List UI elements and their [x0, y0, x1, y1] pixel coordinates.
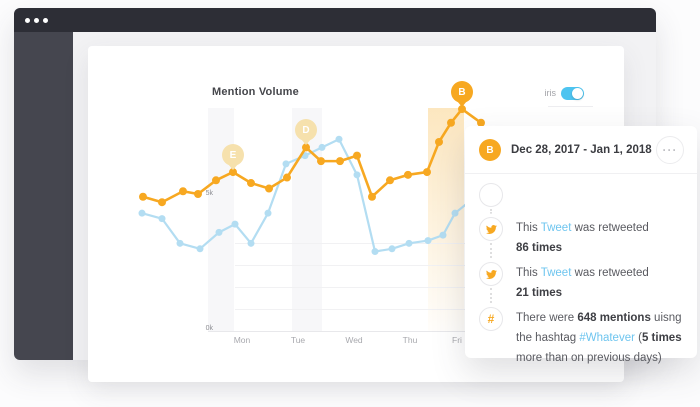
- empty-circle-icon: [479, 183, 503, 207]
- tweet-link[interactable]: Tweet: [540, 222, 572, 234]
- retweet-count: 86 times: [516, 242, 563, 254]
- timeline-row-empty: [479, 183, 683, 214]
- gridline: [235, 265, 608, 266]
- toggle-knob-icon: [572, 88, 583, 99]
- y-tick-5k: 5k: [205, 190, 213, 197]
- tooltip-card: B Dec 28, 2017 - Jan 1, 2018: [465, 126, 697, 364]
- badge-b-icon: B: [479, 139, 501, 161]
- x-axis-line: [208, 331, 608, 332]
- tweet-link[interactable]: Tweet: [540, 267, 572, 279]
- text-segment: This: [516, 222, 541, 234]
- timeline-icon-column: [479, 217, 503, 258]
- mention-count: 648 mentions: [577, 312, 651, 324]
- tooltip-date-range: Dec 28, 2017 - Jan 1, 2018: [511, 144, 652, 156]
- tweet-row-text: This Tweet was retweeted 21 times: [516, 263, 649, 303]
- text-segment: (: [634, 332, 642, 344]
- x-tick-fri: Fri: [452, 335, 462, 345]
- window-control-dot-icon[interactable]: [43, 17, 48, 23]
- timeline-row-hashtag: # There were 648 mentions uisng the hash…: [479, 307, 683, 368]
- ellipsis-icon[interactable]: [656, 136, 684, 164]
- toggle-underline: [548, 106, 593, 107]
- text-segment: was retweeted: [571, 267, 649, 279]
- timeline-connector: [490, 288, 492, 303]
- text-segment: This: [516, 267, 541, 279]
- x-tick-thu: Thu: [402, 335, 418, 345]
- timeline-icon-column: [479, 183, 503, 214]
- hashtag-icon: #: [479, 307, 503, 331]
- highlight-band: [208, 108, 234, 331]
- y-tick-0k: 0k: [205, 325, 213, 332]
- times-count: 5 times: [641, 332, 682, 344]
- window-titlebar: [14, 8, 656, 32]
- iris-toggle[interactable]: [561, 87, 584, 100]
- window-control-dot-icon[interactable]: [25, 17, 30, 23]
- x-tick-mon: Mon: [233, 335, 251, 345]
- toggle-label: iris: [544, 88, 557, 98]
- hashtag-link[interactable]: #Whatever: [579, 332, 635, 344]
- text-segment: uisng the hashtag: [516, 312, 682, 344]
- timeline-row-tweet-1: This Tweet was retweeted 86 times: [479, 217, 683, 258]
- highlight-band-selected: [428, 108, 464, 331]
- tooltip-timeline: This Tweet was retweeted 86 times This T…: [465, 174, 697, 368]
- timeline-icon-column: #: [479, 307, 503, 368]
- text-segment: was retweeted: [571, 222, 649, 234]
- retweet-count: 21 times: [516, 287, 563, 299]
- twitter-icon: [479, 262, 503, 286]
- chart-pin-b[interactable]: B: [451, 81, 473, 104]
- timeline-connector: [490, 243, 492, 258]
- x-tick-tue: Tue: [290, 335, 306, 345]
- timeline-row-tweet-2: This Tweet was retweeted 21 times: [479, 262, 683, 303]
- timeline-icon-column: [479, 262, 503, 303]
- twitter-icon: [479, 217, 503, 241]
- sidebar: [14, 32, 73, 360]
- timeline-connector: [490, 209, 492, 214]
- gridline: [235, 309, 608, 310]
- x-tick-wed: Wed: [345, 335, 363, 345]
- card-title: Mention Volume: [212, 86, 299, 98]
- tooltip-header: B Dec 28, 2017 - Jan 1, 2018: [465, 126, 697, 174]
- hashtag-row-text: There were 648 mentions uisng the hashta…: [516, 308, 683, 368]
- text-segment: There were: [516, 312, 578, 324]
- tweet-row-text: This Tweet was retweeted 86 times: [516, 218, 649, 258]
- chart-pin-e[interactable]: E: [222, 144, 244, 167]
- window-control-dot-icon[interactable]: [34, 17, 39, 23]
- gridline: [235, 287, 608, 288]
- text-segment: more than on previous days): [516, 352, 662, 364]
